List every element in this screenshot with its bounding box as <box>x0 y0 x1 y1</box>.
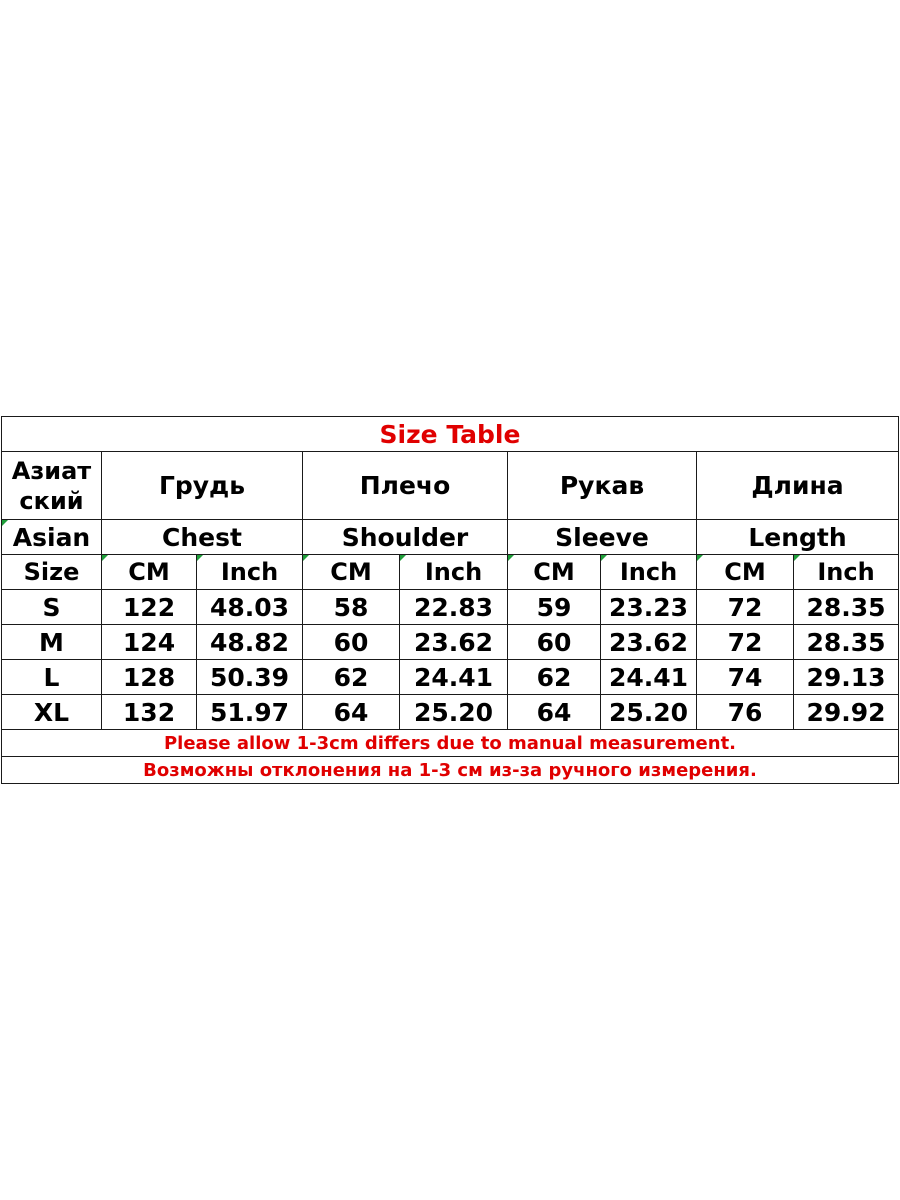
table-row: L 128 50.39 62 24.41 62 24.41 74 29.13 <box>1 659 900 695</box>
cell-sleeve-cm: 60 <box>507 624 601 660</box>
cell-shoulder-inch: 25.20 <box>399 694 508 730</box>
cell-length-inch: 29.13 <box>792 659 900 695</box>
header-en-chest: Chest <box>101 519 303 555</box>
cell-sleeve-inch: 23.62 <box>600 624 697 660</box>
cell-size: XL <box>1 694 102 730</box>
table-row: XL 132 51.97 64 25.20 64 25.20 76 29.92 <box>1 694 900 730</box>
unit-shoulder-cm: CM <box>302 554 400 590</box>
cell-length-cm: 74 <box>696 659 794 695</box>
size-table: Size Table Азиат ский Грудь Плечо Рукав … <box>0 416 900 784</box>
cell-length-inch: 29.92 <box>792 694 900 730</box>
note-ru-row: Возможны отклонения на 1-3 см из-за ручн… <box>0 756 900 784</box>
title-row: Size Table <box>0 416 900 452</box>
note-en-row: Please allow 1-3cm differs due to manual… <box>0 729 900 757</box>
cell-shoulder-cm: 62 <box>302 659 400 695</box>
cell-length-cm: 72 <box>696 624 794 660</box>
size-table-sheet: Size Table Азиат ский Грудь Плечо Рукав … <box>0 416 900 784</box>
cell-chest-inch: 50.39 <box>196 659 303 695</box>
cell-sleeve-cm: 64 <box>507 694 601 730</box>
header-en-size: Asian <box>1 519 102 555</box>
unit-sleeve-cm: CM <box>507 554 601 590</box>
cell-sleeve-inch: 23.23 <box>600 589 697 625</box>
cell-chest-inch: 51.97 <box>196 694 303 730</box>
header-en-length: Length <box>695 519 900 555</box>
cell-length-inch: 28.35 <box>792 589 900 625</box>
cell-sleeve-cm: 59 <box>507 589 601 625</box>
cell-shoulder-inch: 23.62 <box>399 624 508 660</box>
table-row: M 124 48.82 60 23.62 60 23.62 72 28.35 <box>1 624 900 660</box>
table-row: S 122 48.03 58 22.83 59 23.23 72 28.35 <box>1 589 900 625</box>
cell-chest-cm: 128 <box>101 659 197 695</box>
cell-chest-cm: 132 <box>101 694 197 730</box>
cell-chest-cm: 124 <box>101 624 197 660</box>
cell-sleeve-inch: 25.20 <box>600 694 697 730</box>
cell-size: L <box>1 659 102 695</box>
cell-size: M <box>1 624 102 660</box>
table-title: Size Table <box>0 416 900 452</box>
cell-length-inch: 28.35 <box>792 624 900 660</box>
header-ru-size: Азиат ский <box>1 451 102 520</box>
header-en-sleeve: Sleeve <box>507 519 697 555</box>
cell-shoulder-cm: 60 <box>302 624 400 660</box>
cell-sleeve-inch: 24.41 <box>600 659 697 695</box>
cell-length-cm: 72 <box>696 589 794 625</box>
unit-row: Size CM Inch CM Inch CM Inch CM Inch <box>1 554 900 590</box>
unit-length-inch: Inch <box>792 554 900 590</box>
note-ru: Возможны отклонения на 1-3 см из-за ручн… <box>0 756 900 784</box>
header-ru-row: Азиат ский Грудь Плечо Рукав Длина <box>1 451 900 520</box>
cell-chest-cm: 122 <box>101 589 197 625</box>
header-ru-sleeve: Рукав <box>507 451 697 520</box>
cell-size: S <box>1 589 102 625</box>
unit-chest-inch: Inch <box>196 554 303 590</box>
unit-length-cm: CM <box>696 554 794 590</box>
header-en-shoulder: Shoulder <box>302 519 508 555</box>
header-ru-shoulder: Плечо <box>302 451 508 520</box>
cell-chest-inch: 48.03 <box>196 589 303 625</box>
cell-shoulder-inch: 24.41 <box>399 659 508 695</box>
cell-length-cm: 76 <box>696 694 794 730</box>
unit-chest-cm: CM <box>101 554 197 590</box>
header-ru-length: Длина <box>695 451 900 520</box>
unit-sleeve-inch: Inch <box>600 554 697 590</box>
cell-shoulder-inch: 22.83 <box>399 589 508 625</box>
cell-chest-inch: 48.82 <box>196 624 303 660</box>
unit-shoulder-inch: Inch <box>399 554 508 590</box>
note-en: Please allow 1-3cm differs due to manual… <box>0 729 900 757</box>
unit-size: Size <box>1 554 102 590</box>
cell-sleeve-cm: 62 <box>507 659 601 695</box>
cell-shoulder-cm: 58 <box>302 589 400 625</box>
header-ru-chest: Грудь <box>101 451 303 520</box>
cell-shoulder-cm: 64 <box>302 694 400 730</box>
header-en-row: Asian Chest Shoulder Sleeve Length <box>1 519 900 555</box>
